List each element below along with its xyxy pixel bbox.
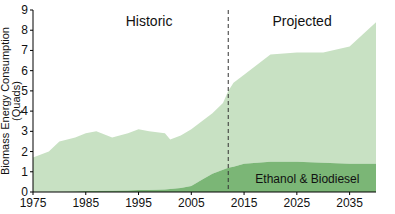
y-tick-label: 7	[21, 43, 28, 57]
y-axis-label: Biomass Energy Consumption(Quads)	[0, 27, 22, 175]
x-tick-label: 1975	[20, 196, 47, 210]
y-tick-label: 2	[21, 145, 28, 159]
x-tick-label: 2035	[336, 196, 363, 210]
chart: HistoricProjectedEthanol & Biodiesel0123…	[0, 0, 395, 214]
x-tick	[296, 192, 297, 195]
y-tick	[30, 171, 33, 172]
y-tick	[30, 10, 33, 11]
area	[33, 162, 376, 192]
x-axis	[33, 192, 376, 193]
x-tick	[191, 192, 192, 195]
y-tick	[30, 50, 33, 51]
y-tick-label: 6	[21, 64, 28, 78]
y-tick-label: 5	[21, 84, 28, 98]
x-tick-label: 1995	[125, 196, 152, 210]
y-tick-label: 3	[21, 124, 28, 138]
y-axis-label-line: (Quads)	[10, 81, 22, 121]
x-tick	[244, 192, 245, 195]
x-tick	[138, 192, 139, 195]
y-axis	[33, 10, 34, 192]
plot-area	[33, 22, 376, 192]
y-tick-label: 8	[21, 23, 28, 37]
annotation: Historic	[126, 13, 173, 29]
y-tick-label: 1	[21, 165, 28, 179]
y-tick	[30, 131, 33, 132]
x-tick-label: 2015	[231, 196, 258, 210]
y-tick	[30, 151, 33, 152]
y-tick-label: 4	[21, 104, 28, 118]
area	[33, 22, 376, 192]
y-tick-label: 9	[21, 3, 28, 17]
x-tick	[349, 192, 350, 195]
x-tick	[33, 192, 34, 195]
y-tick	[30, 30, 33, 31]
y-tick	[30, 70, 33, 71]
x-tick-label: 2005	[178, 196, 205, 210]
x-tick	[85, 192, 86, 195]
divider	[228, 10, 229, 192]
y-tick	[30, 111, 33, 112]
series-label: Ethanol & Biodiesel	[255, 172, 359, 186]
annotation: Projected	[273, 13, 332, 29]
x-tick-label: 1985	[72, 196, 99, 210]
x-tick-label: 2025	[283, 196, 310, 210]
y-tick	[30, 90, 33, 91]
